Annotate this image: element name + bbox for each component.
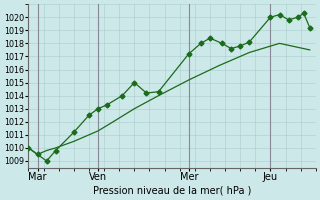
X-axis label: Pression niveau de la mer( hPa ): Pression niveau de la mer( hPa ) [93,186,251,196]
